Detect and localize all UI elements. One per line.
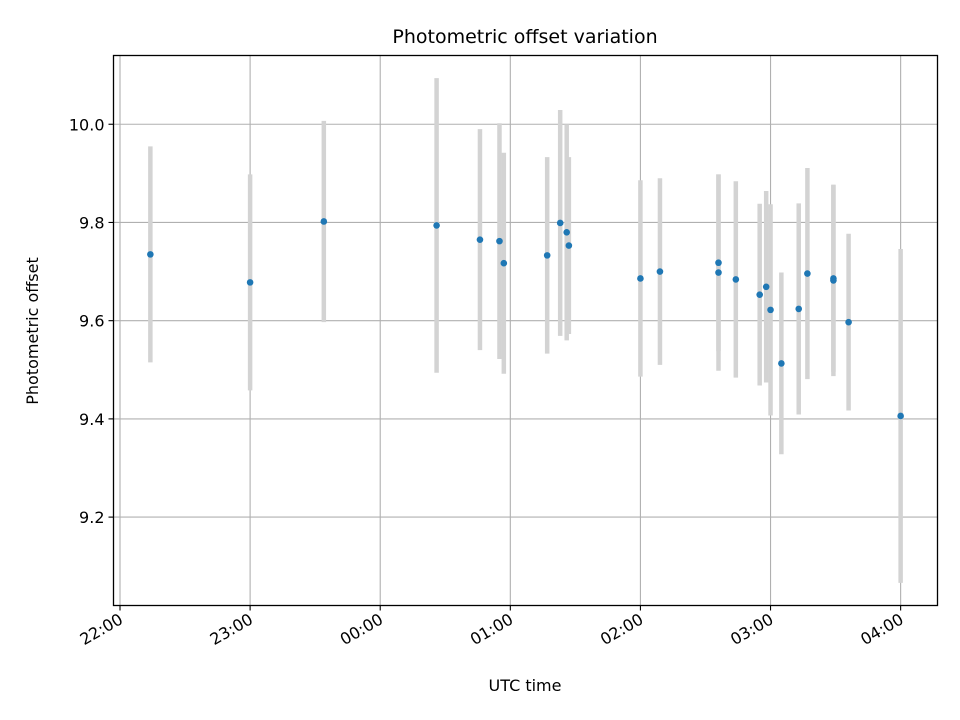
data-point (778, 360, 785, 367)
chart-title: Photometric offset variation (392, 26, 657, 48)
y-tick-label: 9.6 (79, 312, 104, 331)
data-point (715, 269, 722, 276)
data-points (147, 218, 904, 420)
error-bars (148, 78, 903, 583)
data-point (320, 218, 328, 225)
x-tick-label: 22:00 (77, 610, 126, 650)
plot-frame (112, 54, 939, 607)
data-point (496, 237, 503, 245)
data-point (147, 251, 154, 258)
data-point (476, 236, 484, 243)
data-point (897, 412, 904, 420)
y-tick-label: 10.0 (69, 115, 105, 134)
x-tick-label: 04:00 (857, 610, 906, 650)
data-point (804, 270, 811, 277)
grid (113, 55, 938, 606)
x-axis-label: UTC time (489, 676, 562, 695)
data-point (830, 277, 837, 284)
data-point (500, 259, 508, 267)
y-tick-label: 9.8 (79, 213, 104, 232)
data-point (756, 291, 763, 298)
y-tick-label: 9.4 (79, 410, 104, 429)
y-axis-label: Photometric offset (23, 257, 42, 405)
data-point (637, 275, 644, 282)
data-point (732, 276, 740, 283)
x-tick-label: 03:00 (727, 610, 776, 650)
x-tick-label: 02:00 (597, 610, 646, 650)
data-point (565, 242, 573, 249)
data-point (767, 306, 774, 314)
data-point (795, 305, 803, 313)
data-point (715, 259, 722, 267)
data-point (656, 268, 664, 275)
x-tick-label: 01:00 (467, 610, 516, 650)
data-point (563, 228, 570, 236)
x-tick-label: 00:00 (337, 610, 386, 650)
data-point (543, 252, 551, 259)
y-tick-label: 9.2 (79, 508, 104, 527)
x-tick-label: 23:00 (207, 610, 256, 650)
data-point (433, 222, 440, 229)
data-point (762, 283, 770, 291)
data-point (556, 219, 564, 227)
data-point (246, 279, 254, 286)
data-point (845, 318, 852, 326)
